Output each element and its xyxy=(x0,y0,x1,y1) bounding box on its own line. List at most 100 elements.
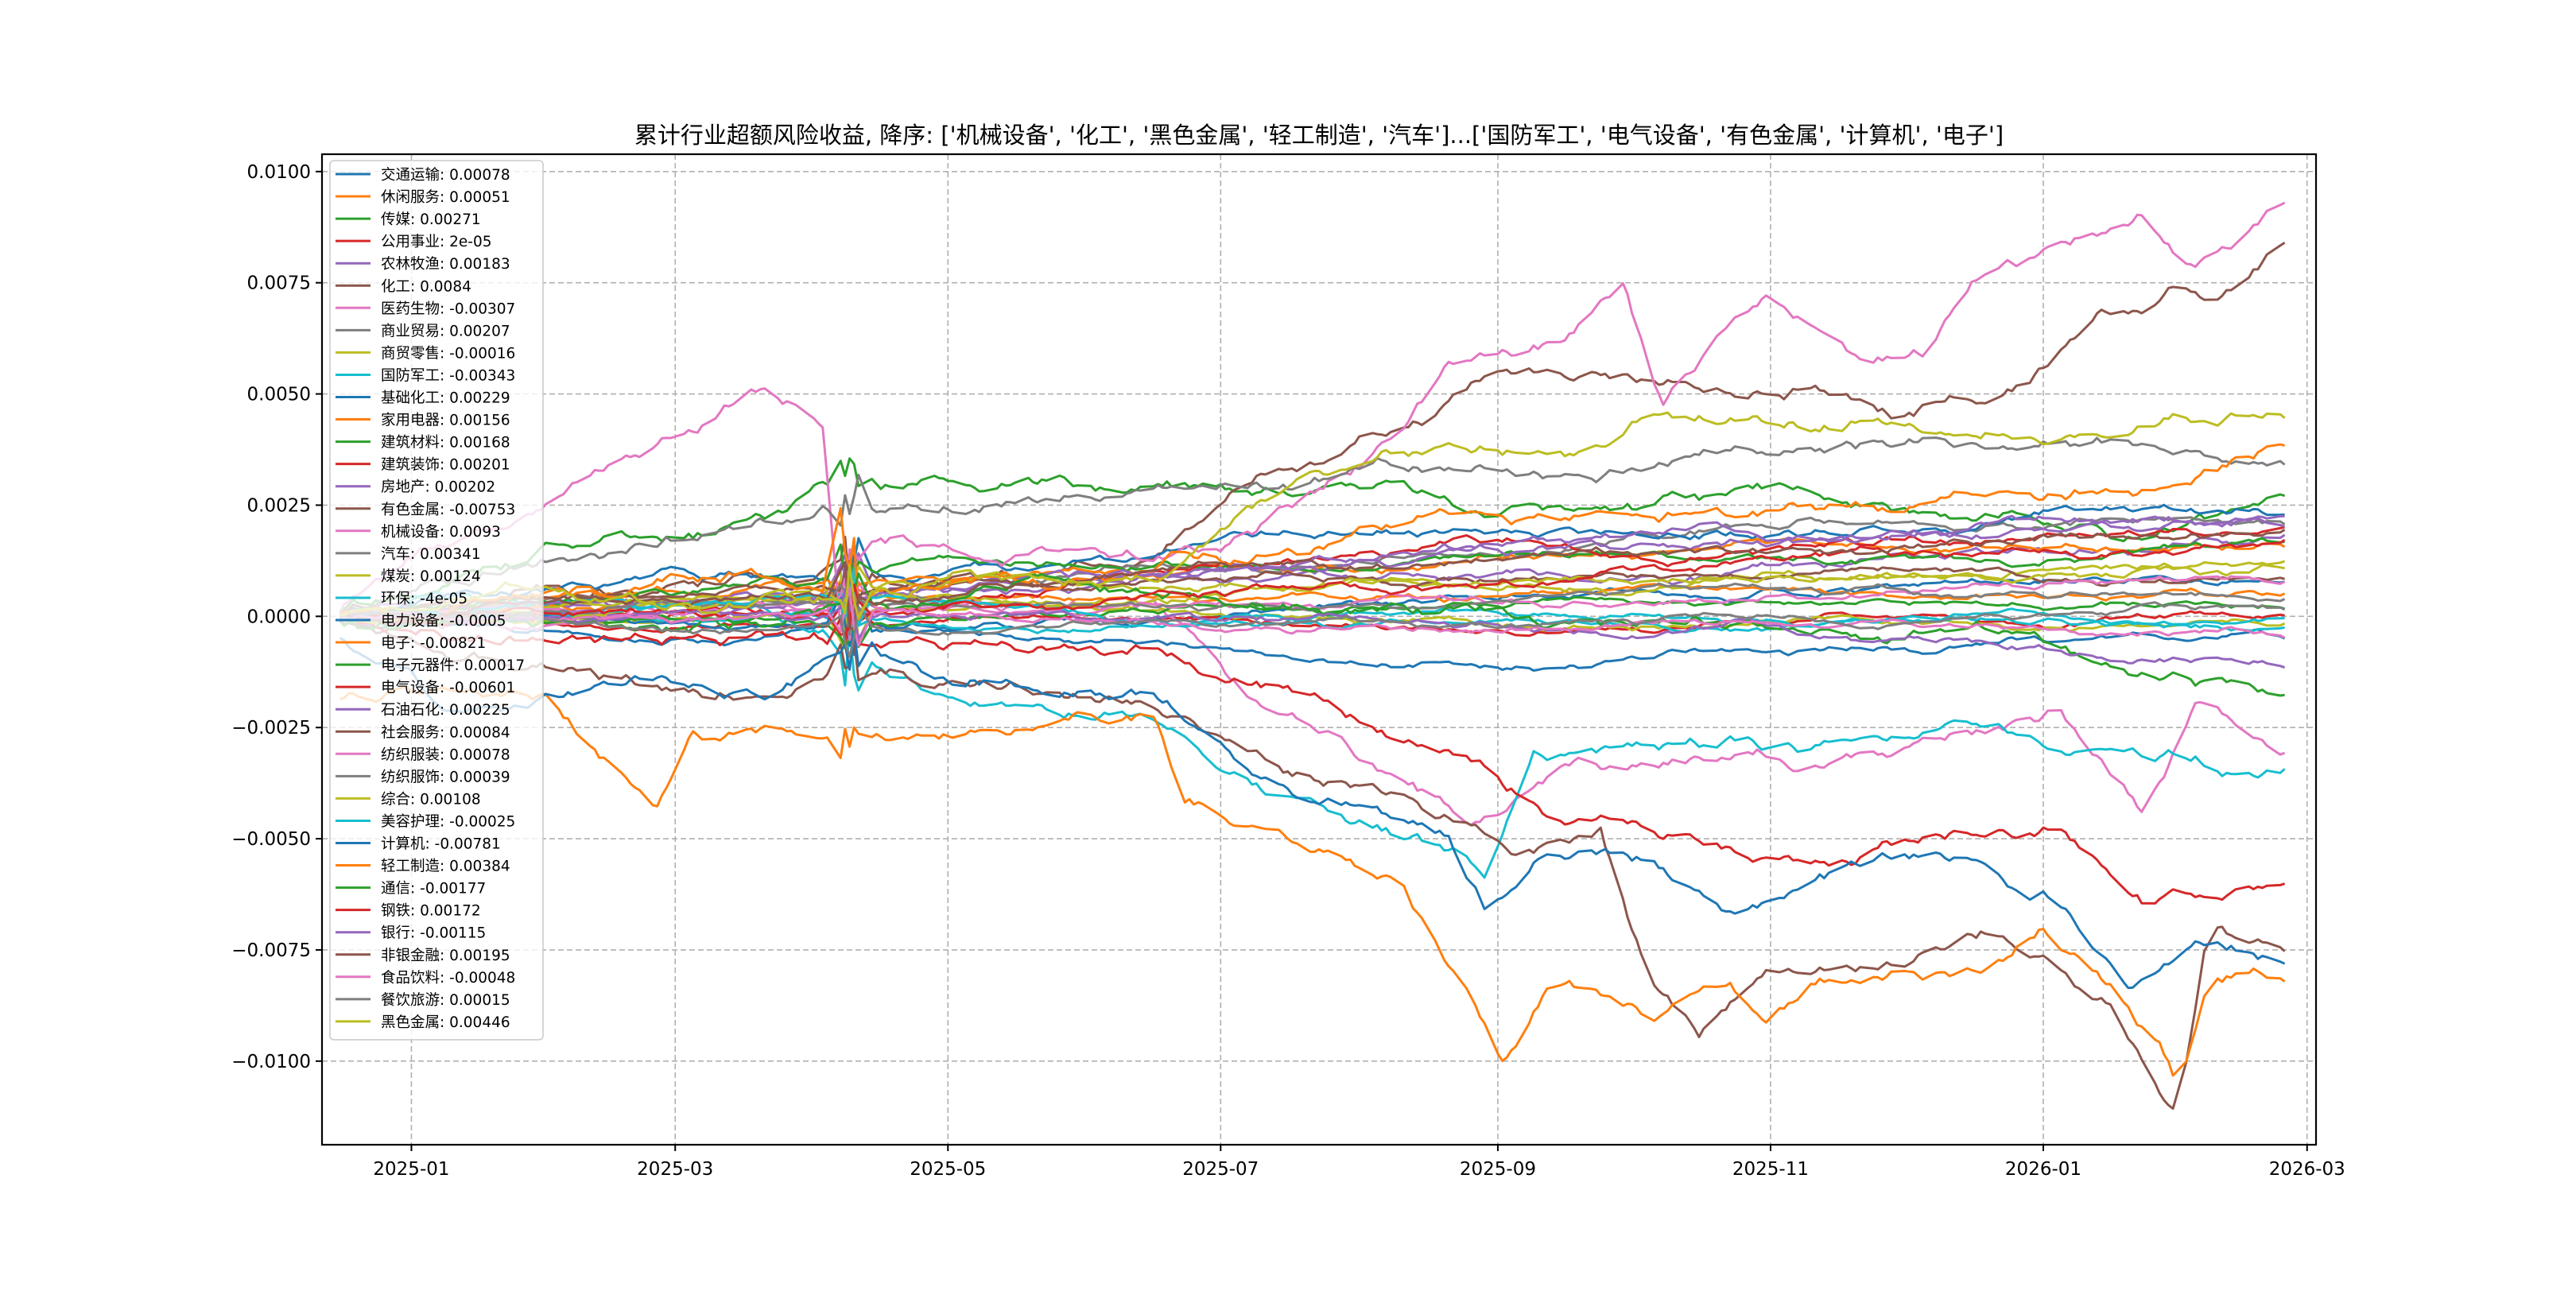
legend-item: 医药生物: -0.00307 xyxy=(336,300,515,317)
legend-item: 汽车: 0.00341 xyxy=(336,546,481,563)
legend-separator: : xyxy=(440,746,449,763)
legend-series-value: 0.00271 xyxy=(420,211,481,228)
legend-series-name: 电子元器件 xyxy=(381,657,455,674)
legend-separator: : xyxy=(410,925,420,942)
legend-item: 计算机: -0.00781 xyxy=(336,836,501,853)
legend-separator: : xyxy=(410,791,420,808)
legend-label: 黑色金属: 0.00446 xyxy=(381,1014,510,1031)
series-line-16 xyxy=(339,201,2286,630)
series-line-21 xyxy=(339,685,2286,1077)
y-tick-label: −0.0075 xyxy=(231,940,311,961)
legend-item: 国防军工: -0.00343 xyxy=(336,367,515,384)
legend-label: 电气设备: -0.00601 xyxy=(381,680,515,696)
legend-series-value: 0.00172 xyxy=(420,903,481,920)
legend-separator: : xyxy=(440,813,449,830)
legend-series-name: 纺织服饰 xyxy=(381,769,440,785)
x-tick-label: 2026-01 xyxy=(2005,1159,2081,1180)
legend-item: 纺织服饰: 0.00039 xyxy=(336,769,510,785)
legend-item: 有色金属: -0.00753 xyxy=(336,502,515,518)
legend-separator: : xyxy=(440,234,449,250)
legend-item: 商贸零售: -0.00016 xyxy=(336,345,515,362)
legend-item: 钢铁: 0.00172 xyxy=(336,903,481,920)
legend-series-value: 0.00078 xyxy=(449,746,510,763)
legend-label: 煤炭: 0.00124 xyxy=(381,568,481,585)
legend-item: 公用事业: 2e-05 xyxy=(336,234,492,250)
legend-series-value: 0.00108 xyxy=(420,791,481,808)
legend: 交通运输: 0.00078 休闲服务: 0.00051 传媒: 0.00271 公用事… xyxy=(329,160,544,1041)
legend-label: 公用事业: 2e-05 xyxy=(381,234,492,250)
legend-label: 环保: -4e-05 xyxy=(381,591,467,607)
legend-series-name: 计算机 xyxy=(381,836,425,853)
legend-series-value: 0.00384 xyxy=(449,859,510,875)
y-axis: 0.0100 0.0075 0.0050 0.0025 0.0000 −0.0025 −0.… xyxy=(231,162,322,1072)
legend-series-value: 0.00156 xyxy=(449,413,510,429)
legend-series-value: -0.00781 xyxy=(435,836,501,853)
legend-box xyxy=(329,160,544,1041)
legend-label: 机械设备: 0.0093 xyxy=(381,524,501,541)
legend-label: 石油石化: 0.00225 xyxy=(381,702,510,719)
legend-series-value: 0.00229 xyxy=(449,390,510,407)
legend-label: 基础化工: 0.00229 xyxy=(381,390,510,407)
legend-label: 房地产: 0.00202 xyxy=(381,479,495,496)
legend-label: 医药生物: -0.00307 xyxy=(381,300,515,317)
legend-label: 电子元器件: 0.00017 xyxy=(381,657,525,674)
legend-series-value: 0.00201 xyxy=(449,457,510,474)
legend-series-name: 基础化工 xyxy=(381,390,440,407)
legend-item: 社会服务: 0.00084 xyxy=(336,724,510,741)
legend-label: 有色金属: -0.00753 xyxy=(381,502,515,518)
x-tick-label: 2025-03 xyxy=(637,1159,713,1180)
legend-series-value: -4e-05 xyxy=(420,591,467,607)
series-line-31 xyxy=(339,443,2285,625)
legend-item: 综合: 0.00108 xyxy=(336,791,481,808)
x-tick-label: 2025-05 xyxy=(910,1159,986,1180)
series-line-20 xyxy=(339,594,2286,672)
legend-separator: : xyxy=(410,211,420,228)
series-line-12 xyxy=(339,537,2285,619)
legend-separator: : xyxy=(410,591,420,607)
legend-separator: : xyxy=(440,948,449,964)
legend-series-value: -0.00048 xyxy=(449,970,515,987)
series-line-17 xyxy=(339,436,2286,622)
legend-label: 交通运输: 0.00078 xyxy=(381,167,510,184)
y-tick-label: 0.0025 xyxy=(247,495,311,516)
legend-series-name: 交通运输 xyxy=(381,167,440,184)
legend-separator: : xyxy=(440,413,449,429)
legend-series-value: -0.00016 xyxy=(449,345,515,362)
legend-series-value: 0.00084 xyxy=(449,724,510,741)
legend-series-name: 医药生物 xyxy=(381,300,440,317)
legend-separator: : xyxy=(440,613,449,630)
legend-item: 煤炭: 0.00124 xyxy=(336,568,481,585)
legend-series-name: 黑色金属 xyxy=(381,1014,440,1031)
legend-series-name: 家用电器 xyxy=(381,413,440,429)
legend-series-name: 机械设备 xyxy=(381,524,440,541)
legend-series-value: 0.00202 xyxy=(435,479,496,496)
legend-series-name: 美容护理 xyxy=(381,813,440,830)
legend-series-value: 0.00017 xyxy=(464,657,526,674)
legend-series-name: 石油石化 xyxy=(381,702,440,719)
legend-item: 交通运输: 0.00078 xyxy=(336,167,510,184)
legend-series-value: -0.00343 xyxy=(449,367,515,384)
legend-series-name: 食品饮料 xyxy=(381,970,440,987)
legend-series-name: 有色金属 xyxy=(381,502,440,518)
legend-label: 传媒: 0.00271 xyxy=(381,211,481,228)
legend-item: 通信: -0.00177 xyxy=(336,881,486,897)
legend-series-name: 餐饮旅游 xyxy=(381,992,440,1009)
legend-label: 纺织服装: 0.00078 xyxy=(381,746,510,763)
legend-series-name: 轻工制造 xyxy=(381,859,440,875)
legend-label: 通信: -0.00177 xyxy=(381,881,486,897)
legend-separator: : xyxy=(440,167,449,184)
legend-series-value: 0.00168 xyxy=(449,435,510,452)
legend-label: 非银金融: 0.00195 xyxy=(381,948,510,964)
legend-label: 轻工制造: 0.00384 xyxy=(381,859,510,875)
legend-label: 汽车: 0.00341 xyxy=(381,546,481,563)
y-tick-label: 0.0050 xyxy=(247,385,311,405)
series-line-33 xyxy=(339,538,2286,636)
legend-series-name: 房地产 xyxy=(381,479,425,496)
legend-series-value: 0.00015 xyxy=(449,992,510,1009)
legend-separator: : xyxy=(440,300,449,317)
y-tick-label: 0.0000 xyxy=(247,607,311,627)
legend-label: 电子: -0.00821 xyxy=(381,635,486,652)
legend-item: 家用电器: 0.00156 xyxy=(336,413,510,429)
legend-item: 银行: -0.00115 xyxy=(336,925,486,942)
